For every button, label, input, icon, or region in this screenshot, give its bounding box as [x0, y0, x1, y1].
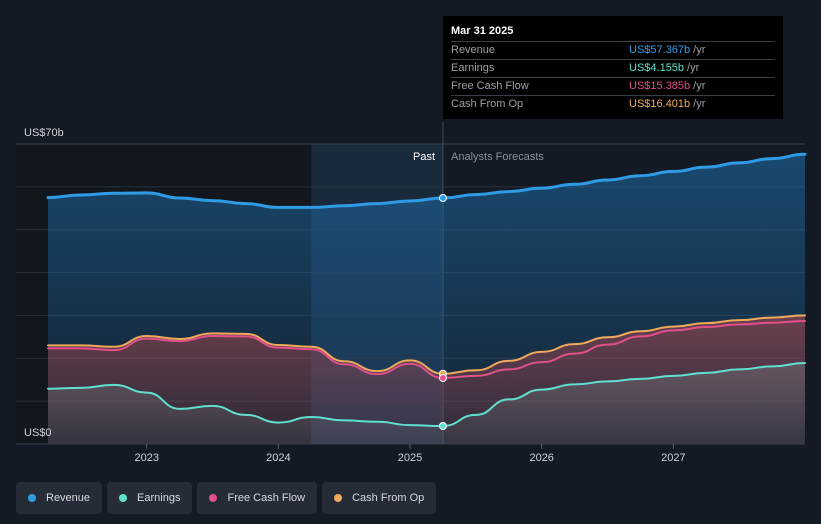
tooltip-row-earnings: Earnings US$4.155b /yr	[451, 59, 775, 77]
x-tick-label: 2023	[134, 452, 158, 464]
area-earnings	[48, 363, 805, 444]
y-axis-min-label: US$0	[24, 427, 52, 439]
tooltip-unit: /yr	[693, 80, 706, 92]
tooltip-row-revenue: Revenue US$57.367b /yr	[451, 41, 775, 59]
x-tick-label: 2027	[661, 452, 685, 464]
tooltip-date: Mar 31 2025	[451, 25, 514, 37]
series-line-cash-from-op	[47, 314, 806, 375]
series-line-free-cash-flow	[47, 320, 806, 380]
series-line-earnings	[47, 362, 806, 428]
tooltip: Mar 31 2025 Revenue US$57.367b /yr Earni…	[443, 16, 783, 119]
tooltip-unit: /yr	[693, 44, 706, 56]
marker-earnings	[438, 422, 447, 430]
legend-dot-icon	[28, 494, 36, 502]
tooltip-value: US$16.401b	[629, 98, 691, 110]
legend-item-earnings[interactable]: Earnings	[107, 482, 193, 514]
marker-free-cash-flow	[438, 374, 447, 382]
x-tick-label: 2024	[266, 452, 290, 464]
legend-dot-icon	[119, 494, 128, 502]
legend-label: Revenue	[46, 492, 91, 504]
legend-label: Earnings	[137, 492, 181, 504]
legend-dot-icon	[209, 494, 218, 502]
legend-item-free-cash-flow[interactable]: Free Cash Flow	[197, 482, 318, 514]
legend-dot-icon	[334, 494, 343, 502]
marker-revenue	[438, 194, 447, 202]
tooltip-row-cash-from-op: Cash From Op US$16.401b /yr	[451, 95, 775, 113]
tooltip-unit: /yr	[687, 62, 700, 74]
tooltip-label: Cash From Op	[451, 98, 524, 110]
legend-label: Free Cash Flow	[227, 492, 306, 504]
legend: Revenue Earnings Free Cash Flow Cash Fro…	[16, 482, 437, 514]
tooltip-label: Earnings	[451, 62, 495, 74]
legend-label: Cash From Op	[352, 492, 425, 504]
x-tick-label: 2025	[398, 452, 422, 464]
y-axis-max-label: US$70b	[24, 127, 64, 139]
tooltip-value: US$57.367b	[629, 44, 691, 56]
tooltip-label: Free Cash Flow	[451, 80, 529, 92]
forecast-label: Analysts Forecasts	[451, 151, 544, 163]
legend-item-cash-from-op[interactable]: Cash From Op	[322, 482, 437, 514]
tooltip-unit: /yr	[693, 98, 706, 110]
series-line-revenue	[46, 152, 807, 209]
tooltip-label: Revenue	[451, 44, 496, 56]
tooltip-value: US$4.155b	[629, 62, 685, 74]
legend-item-revenue[interactable]: Revenue	[16, 482, 103, 514]
tooltip-value: US$15.385b	[629, 80, 691, 92]
x-tick-label: 2026	[529, 452, 553, 464]
tooltip-row-free-cash-flow: Free Cash Flow US$15.385b /yr	[451, 77, 775, 95]
past-label: Past	[413, 151, 435, 163]
